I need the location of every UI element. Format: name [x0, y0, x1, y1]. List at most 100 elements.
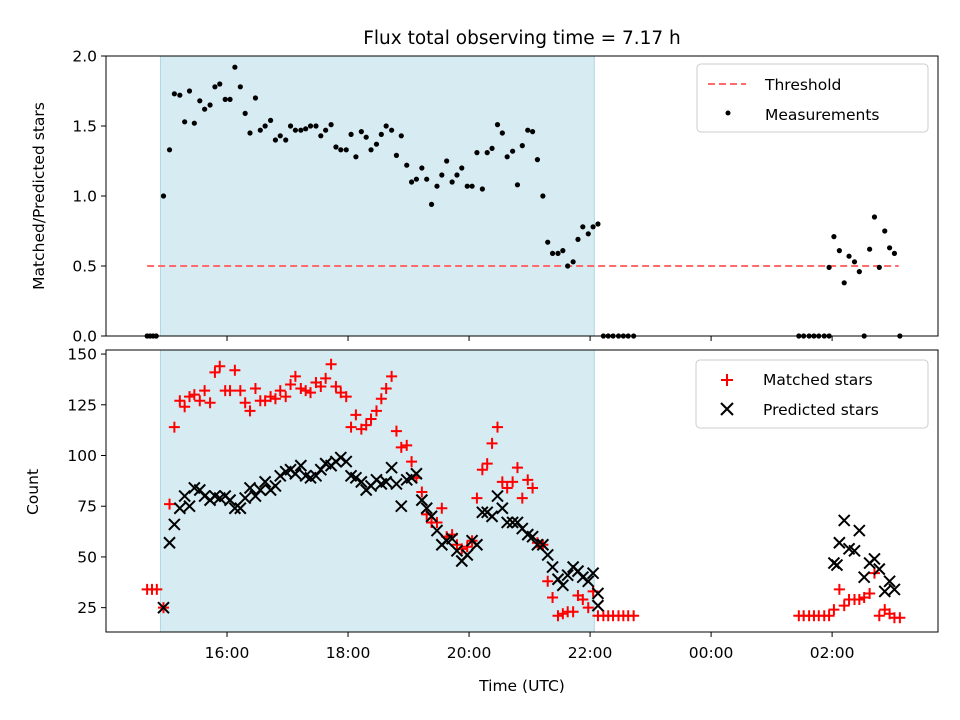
predicted-star-point	[888, 583, 901, 596]
predicted-star-point	[878, 585, 891, 598]
measurement-point	[474, 150, 480, 156]
measurement-point	[555, 250, 561, 256]
measurement-point	[383, 123, 389, 129]
predicted-star-point	[868, 552, 881, 566]
count-y-axis-label: Count	[24, 469, 42, 515]
matched-star-point	[249, 383, 261, 395]
measurement-point	[338, 147, 344, 153]
measurement-point	[358, 129, 364, 135]
measurement-point	[534, 157, 541, 163]
measurement-point	[549, 250, 556, 256]
predicted-legend-label: Predicted stars	[763, 401, 879, 419]
measurement-point	[277, 133, 283, 139]
measurement-point	[876, 264, 882, 270]
measurement-point	[318, 133, 324, 139]
predicted-star-point	[531, 538, 544, 551]
matched-star-point	[168, 421, 180, 433]
predicted-star-point	[833, 536, 846, 549]
measurement-point	[348, 131, 354, 137]
measurement-point	[454, 172, 460, 178]
measurement-point	[510, 148, 516, 154]
measurement-point	[160, 193, 167, 199]
predicted-star-point	[591, 587, 605, 600]
matched-star-point	[401, 439, 413, 451]
predicted-star-point	[830, 558, 844, 572]
predicted-star-point	[385, 461, 398, 474]
matched-star-point	[300, 385, 312, 397]
measurement-point	[575, 236, 581, 242]
matched-star-point	[873, 610, 885, 622]
matched-star-point	[209, 366, 221, 378]
count-y-tick-label: 125	[67, 396, 97, 414]
observing-span-top-band	[159, 55, 595, 337]
threshold-legend-label: Threshold	[764, 76, 841, 94]
matched-star-point	[527, 482, 539, 494]
measurement-point	[333, 144, 339, 150]
measurement-point	[287, 123, 294, 129]
measurement-point	[525, 127, 531, 133]
measurement-point	[499, 130, 505, 136]
matched-star-point	[375, 393, 387, 405]
matched-legend-swatch	[721, 374, 733, 386]
measurement-point	[826, 264, 832, 270]
matched-star-point	[151, 583, 163, 595]
predicted-star-point	[173, 502, 187, 515]
count-y-tick-label: 25	[77, 599, 97, 617]
measurement-point	[272, 137, 279, 143]
measurement-point	[871, 214, 878, 220]
measurement-point	[292, 127, 298, 133]
matched-star-point	[628, 610, 640, 622]
measurement-point	[323, 127, 329, 133]
count-y-tick-label: 75	[77, 498, 97, 516]
predicted-star-point	[183, 500, 196, 513]
measurement-point	[252, 95, 259, 101]
predicted-star-point	[526, 530, 539, 543]
count-legend: Matched stars Predicted stars	[695, 359, 929, 429]
predicted-star-point	[857, 571, 871, 584]
measurement-point	[891, 250, 898, 256]
measurement-point	[257, 127, 263, 133]
matched-star-point	[234, 385, 246, 397]
measurement-point	[197, 98, 203, 104]
measurement-point	[393, 152, 400, 158]
matched-star-point	[476, 464, 488, 476]
measurement-point	[856, 269, 862, 275]
predicted-star-point	[163, 536, 176, 549]
predicted-star-point	[586, 566, 600, 580]
matched-star-point	[265, 391, 277, 403]
count-legend-box	[695, 359, 929, 429]
matched-star-point	[828, 604, 840, 616]
ratio-legend-box	[696, 63, 929, 133]
measurement-point	[207, 102, 213, 108]
ratio-y-tick-label: 0.5	[72, 258, 97, 276]
measurement-point	[540, 193, 546, 199]
predicted-star-point	[340, 455, 353, 468]
predicted-star-point	[258, 475, 272, 489]
measurement-point	[459, 165, 465, 171]
predicted-star-point	[178, 489, 191, 503]
measurement-point	[363, 134, 369, 140]
ratio-legend: Threshold Measurements	[696, 63, 929, 133]
matched-star-point	[204, 397, 216, 409]
measurement-point	[389, 127, 395, 133]
matched-star-point	[179, 401, 191, 413]
time-x-tick-label: 18:00	[326, 644, 371, 662]
predicted-star-point	[289, 467, 302, 480]
matched-star-point	[501, 482, 513, 494]
predicted-star-point	[450, 544, 464, 558]
matched-star-point	[436, 502, 448, 514]
measurement-point	[343, 147, 349, 153]
predicted-star-point	[228, 502, 242, 515]
predicted-star-point	[269, 479, 282, 493]
predicted-star-point	[591, 599, 605, 612]
predicted-star-point	[556, 579, 570, 592]
predicted-star-point	[238, 491, 252, 505]
measurements-legend-label: Measurements	[765, 106, 880, 124]
measurement-point	[353, 154, 359, 160]
measurement-point	[303, 126, 309, 132]
measurement-point	[560, 248, 566, 254]
matched-star-point	[188, 389, 200, 401]
predicted-star-point	[445, 532, 459, 545]
observing-span-bottom-band	[159, 349, 595, 633]
measurement-point	[428, 201, 435, 207]
